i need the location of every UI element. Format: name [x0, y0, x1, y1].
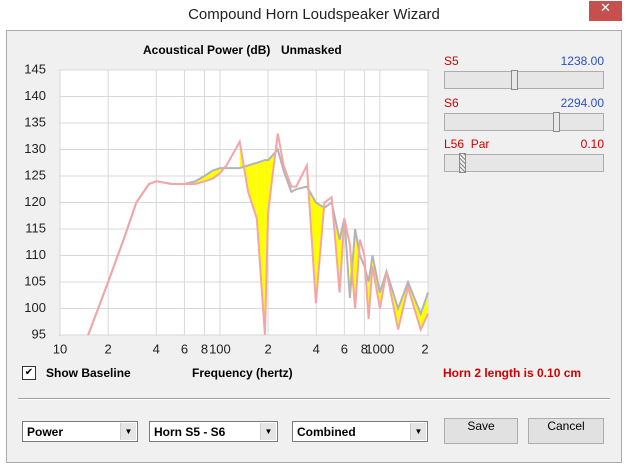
- x-tick-label: 8: [361, 341, 368, 356]
- x-tick-label: 2: [264, 341, 271, 356]
- separator: [18, 398, 610, 400]
- window-title: Compound Horn Loudspeaker Wizard: [188, 6, 440, 23]
- chart: Acoustical Power (dB) Unmasked Frequency…: [24, 43, 429, 380]
- dropdown-text: Power: [27, 425, 64, 439]
- checkbox-label[interactable]: Show Baseline: [46, 366, 131, 380]
- dropdown[interactable]: Combined ▼: [292, 421, 428, 442]
- series-line: [87, 133, 429, 336]
- x-tick-label: 2: [421, 341, 428, 356]
- x-tick-label: 4: [153, 341, 160, 356]
- y-tick-label: 135: [24, 114, 46, 129]
- x-tick-label: 6: [181, 341, 188, 356]
- chart-title: Acoustical Power (dB): [143, 43, 270, 57]
- dropdown[interactable]: Horn S5 - S6 ▼: [149, 421, 278, 442]
- y-tick-label: 110: [25, 247, 46, 262]
- y-tick-label: 140: [24, 88, 46, 103]
- slider[interactable]: [444, 112, 604, 132]
- save-button[interactable]: Save: [444, 418, 518, 444]
- slider-value: 1238.00: [560, 54, 604, 68]
- x-tick-label: 2: [105, 341, 112, 356]
- y-tick-label: 105: [24, 273, 46, 288]
- x-tick-label: 6: [341, 341, 348, 356]
- y-tick-label: 125: [24, 167, 46, 182]
- y-tick-label: 115: [25, 220, 46, 235]
- x-axis-label: Frequency (hertz): [192, 366, 293, 380]
- slider-label: L56 Par: [444, 137, 490, 151]
- checkbox[interactable]: ✔: [22, 366, 36, 380]
- x-tick-label: 4: [313, 341, 320, 356]
- x-tick-label: 100: [209, 341, 231, 356]
- difference-fill: [248, 162, 257, 219]
- slider[interactable]: [444, 70, 604, 90]
- x-tick-label: 8: [201, 341, 208, 356]
- dropdown[interactable]: Power ▼: [22, 421, 138, 442]
- y-tick-label: 100: [24, 300, 46, 315]
- status-text: Horn 2 length is 0.10 cm: [443, 366, 582, 380]
- dropdown-text: Combined: [297, 425, 356, 439]
- slider[interactable]: [444, 153, 604, 173]
- cancel-button[interactable]: Cancel: [528, 418, 604, 444]
- chart-subtitle: Unmasked: [281, 43, 342, 57]
- slider-label: S5: [444, 54, 459, 68]
- y-tick-label: 120: [24, 194, 46, 209]
- y-tick-label: 130: [24, 141, 46, 156]
- difference-fill: [420, 292, 428, 330]
- x-tick-label: 10: [53, 341, 67, 356]
- slider-value: 2294.00: [560, 96, 604, 110]
- close-button[interactable]: ✕: [589, 1, 622, 21]
- slider-value: 0.10: [580, 137, 604, 151]
- y-tick-label: 145: [24, 61, 46, 76]
- x-tick-label: 1000: [365, 341, 394, 356]
- y-tick-label: 95: [32, 326, 46, 341]
- dropdown-text: Horn S5 - S6: [154, 425, 226, 439]
- slider-label: S6: [444, 96, 459, 110]
